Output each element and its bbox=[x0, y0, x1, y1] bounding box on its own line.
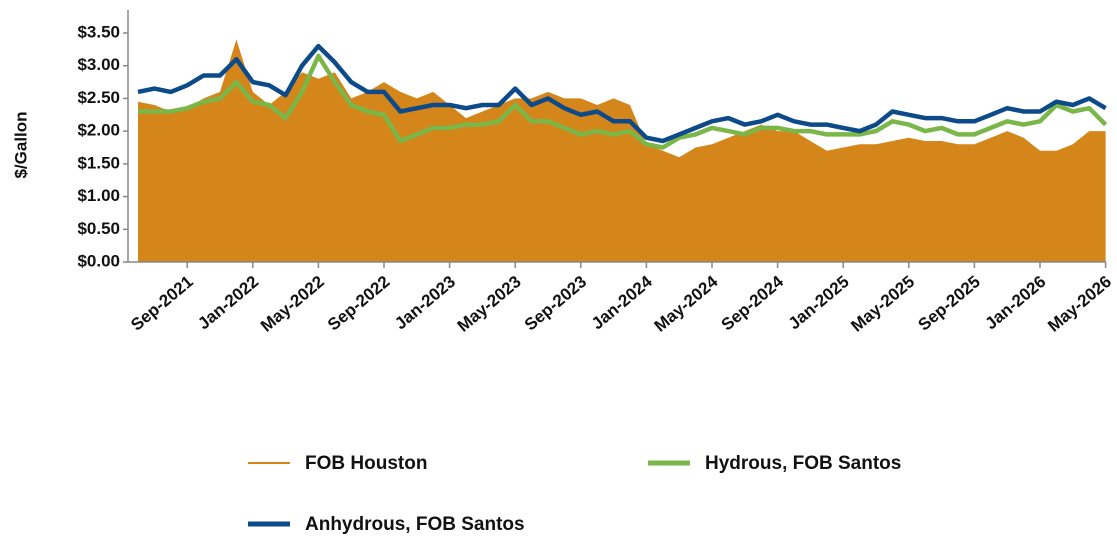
x-tick-label: Jan-2024 bbox=[588, 272, 656, 334]
x-tick-label: Jan-2023 bbox=[391, 272, 459, 333]
y-tick-label: $0.50 bbox=[77, 219, 120, 238]
line bbox=[137, 43, 1107, 144]
y-tick-label: $3.00 bbox=[77, 55, 120, 74]
x-tick-label: May-2025 bbox=[847, 272, 918, 336]
x-tick-label: Sep-2022 bbox=[324, 272, 393, 335]
y-tick-label: $1.50 bbox=[77, 153, 120, 172]
x-tick-label: Jan-2022 bbox=[194, 272, 262, 333]
x-tick-label: Sep-2024 bbox=[718, 272, 788, 335]
legend-label: FOB Houston bbox=[305, 453, 427, 474]
x-tick-label: Sep-2025 bbox=[914, 272, 983, 335]
y-tick-label: $1.00 bbox=[77, 186, 120, 205]
legend-label: Hydrous, FOB Santos bbox=[705, 453, 901, 474]
x-tick-label: May-2024 bbox=[651, 272, 722, 336]
x-tick-label: Sep-2021 bbox=[127, 272, 196, 335]
y-axis-label: $/Gallon bbox=[11, 111, 30, 178]
x-tick-label: May-2022 bbox=[257, 272, 328, 336]
y-tick-label: $3.50 bbox=[77, 22, 120, 41]
y-tick-label: $2.00 bbox=[77, 121, 120, 140]
x-tick-label: Jan-2026 bbox=[981, 272, 1049, 333]
line bbox=[138, 53, 1108, 150]
area bbox=[138, 39, 1106, 262]
x-tick-label: May-2026 bbox=[1044, 272, 1115, 336]
y-tick-label: $2.50 bbox=[77, 88, 120, 107]
x-tick-label: May-2023 bbox=[454, 272, 525, 336]
y-tick-label: $0.00 bbox=[77, 251, 120, 270]
x-tick-label: Jan-2025 bbox=[785, 272, 853, 333]
legend-label: Anhydrous, FOB Santos bbox=[305, 514, 525, 535]
x-tick-label: Sep-2023 bbox=[521, 272, 590, 335]
